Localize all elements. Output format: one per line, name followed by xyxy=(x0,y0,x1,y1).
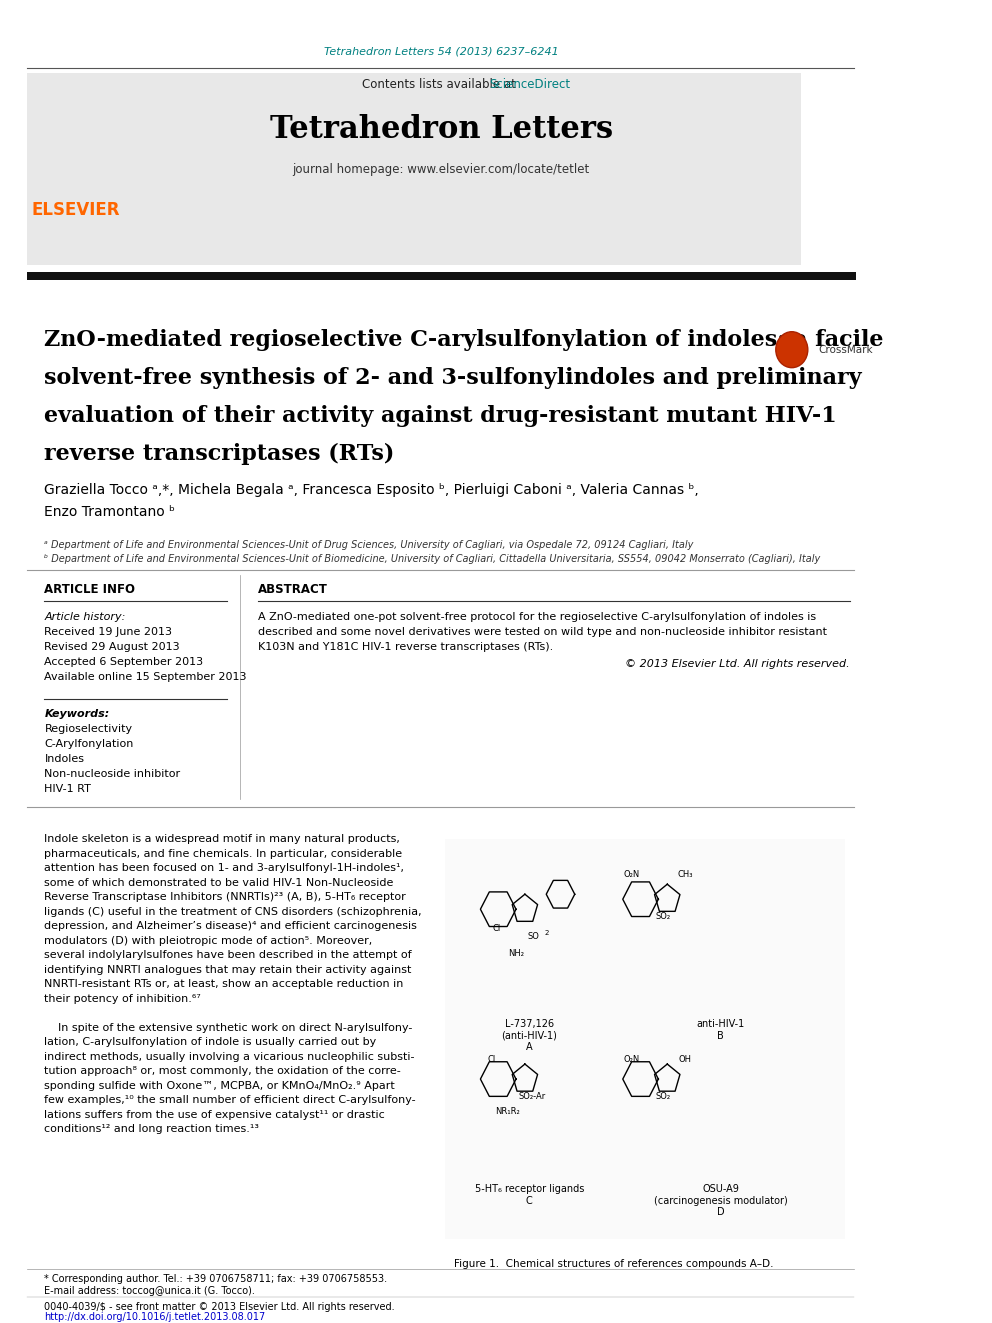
Text: 0040-4039/$ - see front matter © 2013 Elsevier Ltd. All rights reserved.: 0040-4039/$ - see front matter © 2013 El… xyxy=(45,1302,395,1312)
Text: indirect methods, usually involving a vicarious nucleophilic substi-: indirect methods, usually involving a vi… xyxy=(45,1052,415,1061)
Text: ZnO-mediated regioselective C-arylsulfonylation of indoles: a facile: ZnO-mediated regioselective C-arylsulfon… xyxy=(45,328,884,351)
Text: Article history:: Article history: xyxy=(45,613,126,622)
Text: ELSEVIER: ELSEVIER xyxy=(32,201,120,218)
Text: Figure 1.  Chemical structures of references compounds A–D.: Figure 1. Chemical structures of referen… xyxy=(453,1259,773,1269)
Text: Cl: Cl xyxy=(492,925,501,933)
Text: identifying NNRTI analogues that may retain their activity against: identifying NNRTI analogues that may ret… xyxy=(45,964,412,975)
Text: sponding sulfide with Oxone™, MCPBA, or KMnO₄/MnO₂.⁹ Apart: sponding sulfide with Oxone™, MCPBA, or … xyxy=(45,1081,395,1090)
Text: A ZnO-mediated one-pot solvent-free protocol for the regioselective C-arylsulfon: A ZnO-mediated one-pot solvent-free prot… xyxy=(258,613,816,622)
Text: depression, and Alzheimer’s disease)⁴ and efficient carcinogenesis: depression, and Alzheimer’s disease)⁴ an… xyxy=(45,921,418,931)
Text: OSU-A9
(carcinogenesis modulator)
D: OSU-A9 (carcinogenesis modulator) D xyxy=(654,1184,788,1217)
Text: SO₂-Ar: SO₂-Ar xyxy=(519,1091,546,1101)
Text: Available online 15 September 2013: Available online 15 September 2013 xyxy=(45,672,247,683)
Bar xyxy=(444,839,845,1238)
Text: HIV-1 RT: HIV-1 RT xyxy=(45,785,91,794)
Text: ligands (C) useful in the treatment of CNS disorders (schizophrenia,: ligands (C) useful in the treatment of C… xyxy=(45,906,423,917)
Text: conditions¹² and long reaction times.¹³: conditions¹² and long reaction times.¹³ xyxy=(45,1125,260,1134)
Text: Revised 29 August 2013: Revised 29 August 2013 xyxy=(45,643,181,652)
Text: Cl: Cl xyxy=(488,1054,496,1064)
Text: attention has been focused on 1- and 3-arylsulfonyl-1H-indoles¹,: attention has been focused on 1- and 3-a… xyxy=(45,863,405,873)
Text: Graziella Tocco ᵃ,*, Michela Begala ᵃ, Francesca Esposito ᵇ, Pierluigi Caboni ᵃ,: Graziella Tocco ᵃ,*, Michela Begala ᵃ, F… xyxy=(45,483,699,496)
Text: Regioselectivity: Regioselectivity xyxy=(45,725,133,734)
Text: ARTICLE INFO: ARTICLE INFO xyxy=(45,583,136,595)
Text: ABSTRACT: ABSTRACT xyxy=(258,583,328,595)
Text: their potency of inhibition.⁶⁷: their potency of inhibition.⁶⁷ xyxy=(45,994,201,1004)
Text: SO: SO xyxy=(528,933,540,941)
Text: Tetrahedron Letters: Tetrahedron Letters xyxy=(270,114,613,146)
Text: E-mail address: toccog@unica.it (G. Tocco).: E-mail address: toccog@unica.it (G. Tocc… xyxy=(45,1286,255,1295)
Text: In spite of the extensive synthetic work on direct N-arylsulfony-: In spite of the extensive synthetic work… xyxy=(45,1023,413,1033)
Bar xyxy=(27,271,856,279)
Text: tution approach⁸ or, most commonly, the oxidation of the corre-: tution approach⁸ or, most commonly, the … xyxy=(45,1066,401,1076)
Text: evaluation of their activity against drug-resistant mutant HIV-1: evaluation of their activity against dru… xyxy=(45,405,837,426)
Text: C-Arylfonylation: C-Arylfonylation xyxy=(45,740,134,749)
Text: Tetrahedron Letters 54 (2013) 6237–6241: Tetrahedron Letters 54 (2013) 6237–6241 xyxy=(324,46,558,57)
Text: Non-nucleoside inhibitor: Non-nucleoside inhibitor xyxy=(45,770,181,779)
Text: described and some novel derivatives were tested on wild type and non-nucleoside: described and some novel derivatives wer… xyxy=(258,627,827,638)
Text: SO₂: SO₂ xyxy=(656,912,671,921)
Text: reverse transcriptases (RTs): reverse transcriptases (RTs) xyxy=(45,443,395,464)
Text: several indolylarylsulfones have been described in the attempt of: several indolylarylsulfones have been de… xyxy=(45,950,412,960)
Text: pharmaceuticals, and fine chemicals. In particular, considerable: pharmaceuticals, and fine chemicals. In … xyxy=(45,849,403,859)
Text: lation, C-arylsulfonylation of indole is usually carried out by: lation, C-arylsulfonylation of indole is… xyxy=(45,1037,377,1046)
Text: lations suffers from the use of expensive catalyst¹¹ or drastic: lations suffers from the use of expensiv… xyxy=(45,1110,385,1119)
Text: modulators (D) with pleiotropic mode of action⁵. Moreover,: modulators (D) with pleiotropic mode of … xyxy=(45,935,373,946)
Text: Accepted 6 September 2013: Accepted 6 September 2013 xyxy=(45,658,203,667)
Text: NNRTI-resistant RTs or, at least, show an acceptable reduction in: NNRTI-resistant RTs or, at least, show a… xyxy=(45,979,404,990)
Text: ᵇ Department of Life and Environmental Sciences-Unit of Biomedicine, University : ᵇ Department of Life and Environmental S… xyxy=(45,553,820,564)
Text: CrossMark: CrossMark xyxy=(818,345,873,355)
Text: Contents lists available at: Contents lists available at xyxy=(362,78,520,91)
Text: 5-HT₆ receptor ligands
C: 5-HT₆ receptor ligands C xyxy=(474,1184,584,1205)
Text: SO₂: SO₂ xyxy=(656,1091,671,1101)
Circle shape xyxy=(776,332,807,368)
Text: CH₃: CH₃ xyxy=(678,871,692,880)
Text: Indoles: Indoles xyxy=(45,754,84,765)
Text: Keywords:: Keywords: xyxy=(45,709,110,720)
Text: Reverse Transcriptase Inhibitors (NNRTIs)²³ (A, B), 5-HT₆ receptor: Reverse Transcriptase Inhibitors (NNRTIs… xyxy=(45,892,407,902)
Text: 2: 2 xyxy=(545,930,549,937)
Text: © 2013 Elsevier Ltd. All rights reserved.: © 2013 Elsevier Ltd. All rights reserved… xyxy=(625,659,849,669)
Text: journal homepage: www.elsevier.com/locate/tetlet: journal homepage: www.elsevier.com/locat… xyxy=(293,163,590,176)
Text: anti-HIV-1
B: anti-HIV-1 B xyxy=(696,1019,745,1041)
Text: ᵃ Department of Life and Environmental Sciences-Unit of Drug Sciences, Universit: ᵃ Department of Life and Environmental S… xyxy=(45,540,693,549)
Text: ScienceDirect: ScienceDirect xyxy=(489,78,570,91)
Text: NR₁R₂: NR₁R₂ xyxy=(495,1107,520,1117)
Text: some of which demonstrated to be valid HIV-1 Non-Nucleoside: some of which demonstrated to be valid H… xyxy=(45,877,394,888)
Text: few examples,¹⁰ the small number of efficient direct C-arylsulfony-: few examples,¹⁰ the small number of effi… xyxy=(45,1095,416,1105)
Text: * Corresponding author. Tel.: +39 0706758711; fax: +39 0706758553.: * Corresponding author. Tel.: +39 070675… xyxy=(45,1274,388,1283)
Text: O₂N: O₂N xyxy=(624,871,640,880)
Text: http://dx.doi.org/10.1016/j.tetlet.2013.08.017: http://dx.doi.org/10.1016/j.tetlet.2013.… xyxy=(45,1312,266,1322)
Text: O₂N: O₂N xyxy=(624,1054,640,1064)
Text: NH₂: NH₂ xyxy=(508,949,524,958)
Text: L-737,126
(anti-HIV-1)
A: L-737,126 (anti-HIV-1) A xyxy=(501,1019,558,1052)
Text: solvent-free synthesis of 2- and 3-sulfonylindoles and preliminary: solvent-free synthesis of 2- and 3-sulfo… xyxy=(45,366,862,389)
Text: Indole skeleton is a widespread motif in many natural products,: Indole skeleton is a widespread motif in… xyxy=(45,835,401,844)
FancyBboxPatch shape xyxy=(27,73,801,265)
Text: OH: OH xyxy=(679,1054,691,1064)
Text: Received 19 June 2013: Received 19 June 2013 xyxy=(45,627,173,638)
Text: Enzo Tramontano ᵇ: Enzo Tramontano ᵇ xyxy=(45,504,176,519)
Text: K103N and Y181C HIV-1 reverse transcriptases (RTs).: K103N and Y181C HIV-1 reverse transcript… xyxy=(258,643,554,652)
